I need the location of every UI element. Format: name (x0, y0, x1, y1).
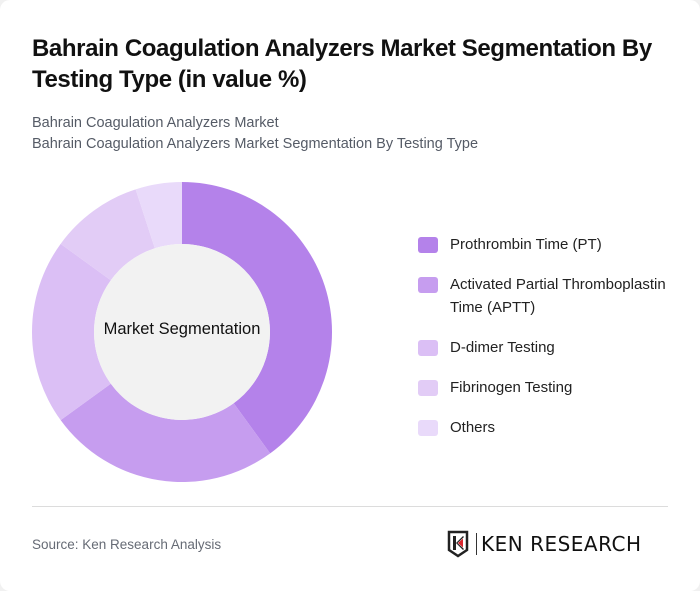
donut-hole (94, 244, 270, 420)
donut-slice[interactable] (135, 182, 182, 249)
legend: Prothrombin Time (PT) Activated Partial … (418, 233, 688, 456)
legend-item-pt[interactable]: Prothrombin Time (PT) (418, 233, 688, 256)
donut-slice[interactable] (60, 189, 155, 281)
subtitle-line-2: Bahrain Coagulation Analyzers Market Seg… (32, 136, 479, 152)
source-note: Source: Ken Research Analysis (32, 537, 222, 552)
legend-label: Activated Partial Thromboplastin Time (A… (450, 276, 666, 316)
ken-logo-icon (447, 530, 469, 558)
legend-swatch-icon (418, 420, 438, 436)
legend-item-aptt[interactable]: Activated Partial Thromboplastin Time (A… (418, 273, 688, 319)
donut-slice[interactable] (60, 383, 271, 482)
legend-label: Prothrombin Time (PT) (450, 236, 602, 253)
legend-item-d-dimer[interactable]: D-dimer Testing (418, 336, 688, 359)
legend-swatch-icon (418, 380, 438, 396)
footer-divider (32, 506, 668, 507)
legend-swatch-icon (418, 277, 438, 293)
donut-center-label: Market Segmentation (103, 320, 261, 338)
ken-research-logo: KEN RESEARCH (447, 530, 642, 558)
legend-item-others[interactable]: Others (418, 416, 688, 439)
legend-label: Others (450, 419, 496, 436)
donut-slice[interactable] (32, 243, 111, 421)
legend-swatch-icon (418, 237, 438, 253)
legend-item-fibrinogen[interactable]: Fibrinogen Testing (418, 376, 688, 399)
legend-label: D-dimer Testing (450, 339, 555, 356)
donut-slice[interactable] (182, 182, 332, 454)
logo-divider (476, 533, 477, 555)
logo-text: KEN RESEARCH (481, 532, 642, 556)
legend-label: Fibrinogen Testing (450, 379, 573, 396)
donut-chart (32, 182, 332, 482)
legend-swatch-icon (418, 340, 438, 356)
subtitle-line-1: Bahrain Coagulation Analyzers Market (32, 115, 279, 131)
subtitle: Bahrain Coagulation Analyzers Market Bah… (32, 113, 478, 155)
page-title: Bahrain Coagulation Analyzers Market Seg… (32, 35, 652, 93)
